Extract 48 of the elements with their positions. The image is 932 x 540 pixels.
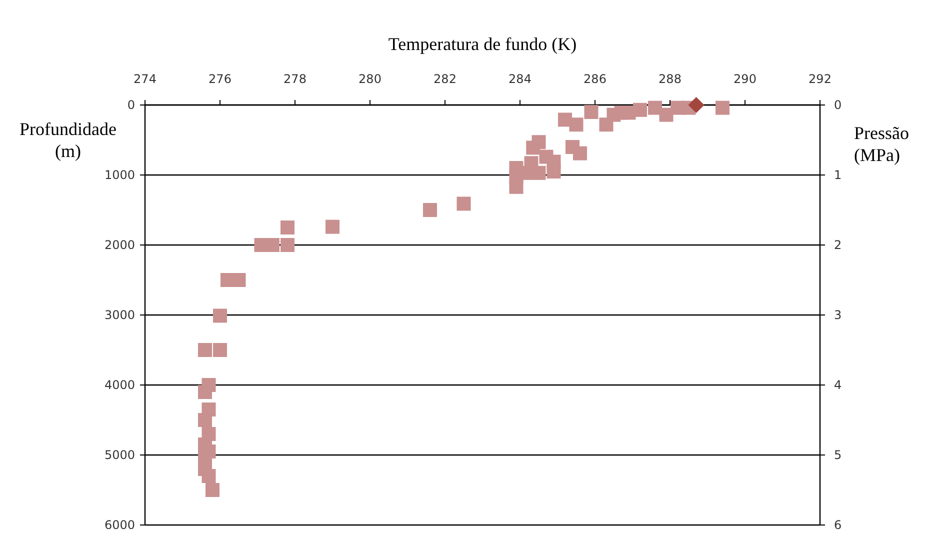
x-tick-label: 282 [434,72,456,86]
point [198,385,212,399]
point [280,238,294,252]
y2-axis-title: Pressão (MPa) [854,123,909,165]
point [648,100,662,115]
y-tick-label: 2000 [104,238,135,252]
y-axis-title: Profundidade (m) [20,119,116,161]
y-tick-label: 6000 [104,518,135,532]
point [716,100,730,115]
point [456,196,471,211]
point [326,220,340,234]
y2-tick-label: 6 [834,518,842,532]
x-tick-label: 292 [808,72,832,86]
point [213,308,227,323]
x-tick-label: 290 [734,72,756,86]
point [558,112,572,127]
y-tick-label: 3000 [104,308,135,322]
x-tick-label: 286 [584,72,606,86]
x-tick-label: 274 [134,72,156,86]
point [198,343,212,357]
x-axis-title: Temperatura de fundo (K) [388,34,577,54]
x-tick-label: 280 [358,72,382,86]
y-tick-label: 4000 [104,378,135,392]
y2-tick-label: 4 [834,378,842,392]
point [688,97,704,113]
y-tick-label: 1000 [104,168,135,182]
point [532,166,546,180]
y-tick-label: 0 [127,98,135,112]
point [280,220,294,234]
y2-tick-label: 2 [834,238,842,252]
y2-tick-label: 0 [834,98,842,112]
point [213,343,227,357]
y2-tick-label: 3 [834,308,842,322]
x-tick-label: 278 [284,72,306,86]
point [599,118,614,132]
point [509,180,524,194]
x-tick-label: 284 [508,72,532,86]
point [584,105,598,119]
point [206,483,220,497]
y2-tick-label: 5 [834,448,842,462]
y-tick-label: 5000 [104,448,135,462]
point [573,146,587,160]
point [659,108,674,122]
y2-tick-label: 1 [834,168,842,182]
x-tick-label: 276 [208,72,232,86]
point [423,203,437,217]
x-tick-label: 288 [658,72,682,86]
point [546,164,561,178]
